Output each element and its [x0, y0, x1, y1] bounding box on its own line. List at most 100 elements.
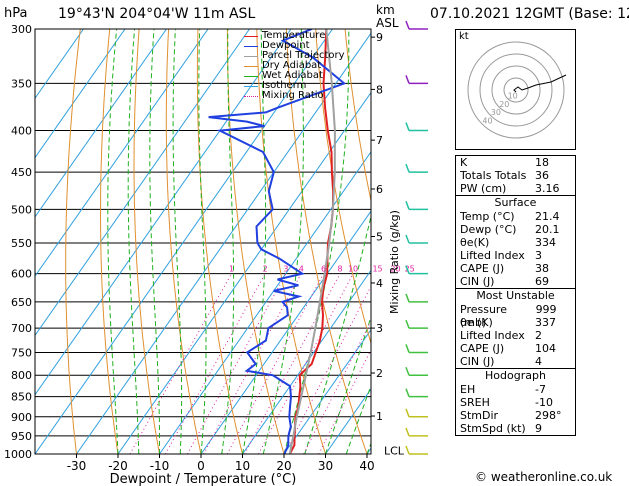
- hodograph-ring: [503, 77, 529, 103]
- parcel-trajectory-profile: [288, 29, 336, 454]
- dry-adiabat: [581, 29, 629, 454]
- stat-value: 3.16: [535, 182, 560, 195]
- stat-row: CAPE (J) 38: [456, 262, 575, 275]
- isotherm-line: [200, 210, 371, 454]
- legend-item: Dewpoint: [244, 41, 345, 51]
- stat-value: 334: [535, 236, 556, 249]
- dry-adiabat: [226, 29, 285, 454]
- stat-value: 104: [535, 342, 556, 355]
- temp-tick-label: 30: [318, 459, 333, 473]
- section-title: Most Unstable: [476, 289, 555, 302]
- wind-barb-flag: [405, 20, 410, 30]
- mixing-ratio-label: 20: [390, 265, 400, 274]
- stat-label: EH: [460, 383, 476, 396]
- stat-label: θe(K): [460, 236, 490, 249]
- hpa-label: hPa: [4, 6, 28, 21]
- stat-value: 9: [535, 422, 542, 435]
- hodograph-section: Hodograph EH -7 SREH -10 StmDir 298° StmSpd (kt…: [456, 368, 575, 435]
- isotherm-line: [35, 29, 333, 454]
- chart-legend: Temperature Dewpoint Parcel Trajectory Dry …: [244, 31, 345, 101]
- stats-panel: K 18 Totals Totals 36 PW (cm) 3.16 Surface Temp…: [455, 155, 576, 436]
- wind-barb-flag: [405, 445, 410, 455]
- wind-barb-flag: [405, 122, 410, 131]
- isotherm-line: [35, 29, 209, 278]
- wind-barb-flag: [405, 388, 410, 397]
- mixing-ratio-label: 25: [405, 265, 415, 274]
- legend-swatch: [244, 75, 258, 77]
- km-tick-label: 7: [376, 134, 383, 147]
- dry-adiabat: [610, 29, 629, 454]
- stat-row: θe (K) 337: [456, 316, 575, 329]
- stat-label: K: [460, 156, 468, 169]
- stat-label: CIN (J): [460, 355, 495, 368]
- wet-adiabat: [149, 29, 160, 454]
- wind-barb-flag: [405, 344, 410, 353]
- mixing-ratio-label: 1: [229, 265, 234, 274]
- surface-section: Surface Temp (°C) 21.4 Dewp (°C) 20.1 θe(K) 33…: [456, 195, 575, 288]
- stat-value: 2: [535, 329, 542, 342]
- legend-item: Dry Adiabat: [244, 61, 345, 71]
- temp-tick-label: -10: [150, 459, 170, 473]
- wind-barb-flag: [405, 201, 410, 210]
- plot-area: [35, 29, 629, 454]
- stat-row: StmDir 298°: [456, 409, 575, 422]
- mixing-ratio-line: [318, 348, 371, 454]
- wet-adiabat: [262, 29, 304, 454]
- temp-tick-label: 10: [235, 459, 250, 473]
- km-tick-label: 4: [376, 277, 383, 290]
- stat-row: Lifted Index 2: [456, 329, 575, 342]
- wind-barb-flag: [405, 293, 410, 303]
- dry-adiabat: [256, 29, 326, 454]
- hodograph-ring-label: 10: [508, 91, 518, 100]
- wet-adiabat: [221, 29, 235, 454]
- legend-label: Isotherm: [262, 80, 307, 91]
- mixing-ratio-line: [303, 320, 371, 454]
- wind-barb-flag: [405, 75, 410, 84]
- mixing-ratio-line: [164, 273, 266, 454]
- isotherm-line: [35, 29, 292, 396]
- legend-item: Temperature: [244, 31, 345, 41]
- mixing-ratio-label: 15: [372, 265, 382, 274]
- km-tick-label: 5: [376, 230, 383, 243]
- legend-item: Isotherm: [244, 81, 345, 91]
- stat-row: Lifted Index 3: [456, 249, 575, 262]
- stat-value: 69: [535, 275, 549, 288]
- pressure-tick-label: 800: [11, 369, 32, 382]
- pressure-tick-label: 500: [11, 203, 32, 216]
- legend-swatch: [244, 35, 258, 37]
- dry-adiabat: [165, 29, 202, 454]
- pressure-tick-label: 900: [11, 411, 32, 424]
- stat-row: EH -7: [456, 383, 575, 396]
- km-tick-label: 8: [376, 83, 383, 96]
- stat-label: StmSpd (kt): [460, 422, 526, 435]
- section-title: Hodograph: [485, 369, 546, 382]
- hodograph-ring-label: 30: [491, 108, 501, 117]
- stat-value: -7: [535, 383, 546, 396]
- pressure-tick-label: 700: [11, 322, 32, 335]
- stat-row: K 18: [456, 156, 575, 169]
- stat-value: 38: [535, 262, 549, 275]
- unstable-section: Most Unstable Pressure (mb) 999 θe (K) 337 Li…: [456, 288, 575, 368]
- stat-value: 999: [535, 303, 557, 316]
- pressure-tick-label: 850: [11, 391, 32, 404]
- wet-adiabat: [242, 29, 267, 454]
- stat-row: θe(K) 334: [456, 236, 575, 249]
- stat-label: Lifted Index: [460, 329, 525, 342]
- hodograph-ring-label: 20: [499, 100, 509, 109]
- date-title: 07.10.2021 12GMT (Base: 12): [430, 6, 629, 22]
- wind-barb-flag: [405, 408, 410, 418]
- stat-label: Dewp (°C): [460, 223, 517, 236]
- temp-tick-label: 40: [359, 459, 374, 473]
- section-title: Surface: [494, 196, 537, 209]
- isotherm-line: [35, 29, 167, 218]
- stat-row: PW (cm) 3.16: [456, 182, 575, 195]
- pressure-tick-label: 750: [11, 346, 32, 359]
- mixing-ratio-label: 6: [321, 265, 326, 274]
- stat-value: 298°: [535, 409, 562, 422]
- stat-value: 36: [535, 169, 549, 182]
- hodograph-ring-label: 40: [482, 117, 492, 126]
- wind-barb-flag: [405, 234, 410, 244]
- stat-value: 18: [535, 156, 549, 169]
